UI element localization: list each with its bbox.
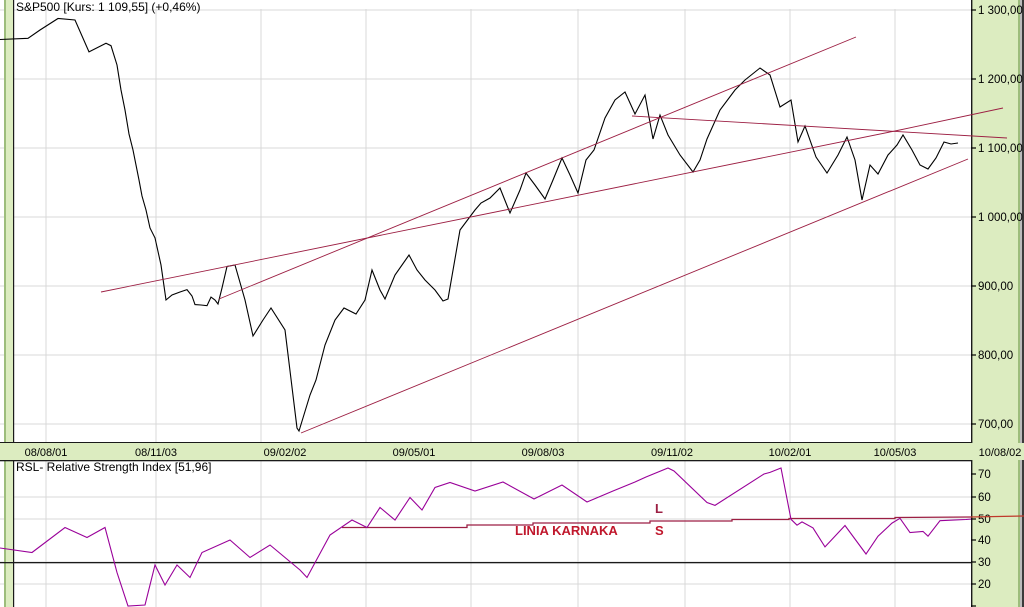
svg-text:40: 40 xyxy=(978,535,991,547)
svg-text:700,00: 700,00 xyxy=(978,419,1013,431)
svg-text:10/08/02: 10/08/02 xyxy=(979,447,1022,459)
svg-text:L: L xyxy=(655,501,663,516)
svg-text:60: 60 xyxy=(978,492,991,504)
svg-text:1 000,00: 1 000,00 xyxy=(978,212,1023,224)
svg-text:20: 20 xyxy=(978,579,991,591)
svg-text:1 200,00: 1 200,00 xyxy=(978,74,1023,86)
svg-text:1 300,00: 1 300,00 xyxy=(978,5,1023,17)
svg-text:08/08/01: 08/08/01 xyxy=(25,447,68,459)
svg-text:10/05/03: 10/05/03 xyxy=(874,447,917,459)
svg-text:S&P500 [Kurs: 1 109,55] (+0,46: S&P500 [Kurs: 1 109,55] (+0,46%) xyxy=(16,0,200,14)
svg-text:800,00: 800,00 xyxy=(978,350,1013,362)
svg-text:30: 30 xyxy=(978,557,991,569)
svg-text:S: S xyxy=(655,523,664,538)
svg-text:08/11/03: 08/11/03 xyxy=(135,447,177,459)
svg-text:09/05/01: 09/05/01 xyxy=(393,447,436,459)
svg-text:09/08/03: 09/08/03 xyxy=(522,447,565,459)
svg-text:LINIA KARNAKA: LINIA KARNAKA xyxy=(515,523,618,538)
svg-text:10/02/01: 10/02/01 xyxy=(769,447,812,459)
svg-text:09/11/02: 09/11/02 xyxy=(651,447,693,459)
svg-text:RSL- Relative Strength Index [: RSL- Relative Strength Index [51,96] xyxy=(16,460,211,474)
svg-text:70: 70 xyxy=(978,469,991,481)
svg-text:09/02/02: 09/02/02 xyxy=(264,447,307,459)
svg-text:50: 50 xyxy=(978,514,991,526)
svg-text:900,00: 900,00 xyxy=(978,281,1013,293)
svg-text:1 100,00: 1 100,00 xyxy=(978,143,1023,155)
